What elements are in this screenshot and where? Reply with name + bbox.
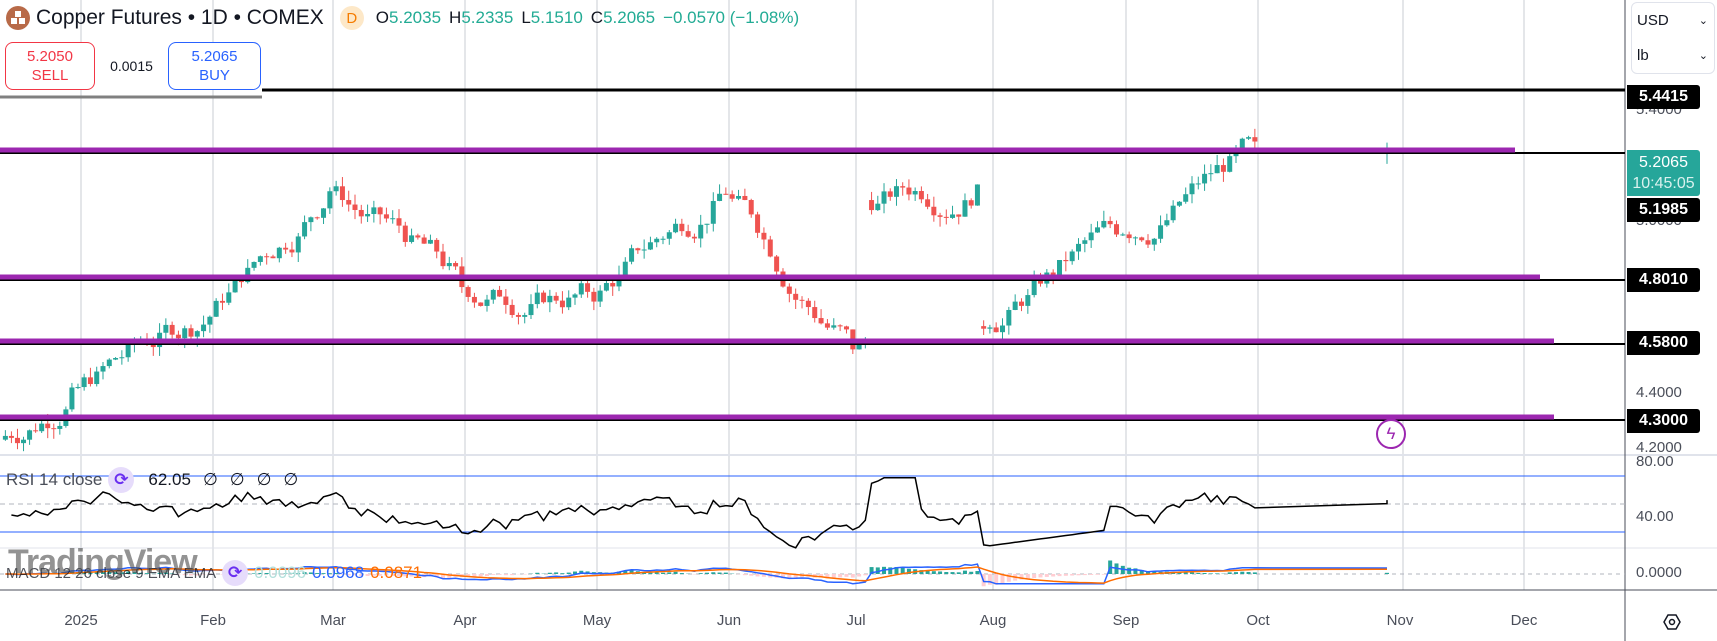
level-tag[interactable]: 4.5800 [1627,331,1700,355]
settings-hexagon-icon[interactable] [1663,613,1681,631]
sell-price: 5.2050 [27,48,73,65]
time-axis-label: Apr [453,612,477,629]
macd-axis-label: 0.0000 [1636,564,1682,581]
chevron-down-icon: ⌄ [1698,50,1708,62]
unit-selector: USD ⌄ lb ⌄ [1631,2,1715,74]
rsi-axis-label: 80.00 [1636,453,1674,470]
rsi-axis-label: 40.00 [1636,508,1674,525]
level-tag[interactable]: 5.1985 [1627,198,1700,222]
time-axis-label: Feb [200,612,226,629]
time-axis-label: 2025 [64,612,98,629]
low-value: 5.1510 [530,8,583,27]
refresh-cycle-icon[interactable]: ⟳ [222,560,249,586]
symbol-legend: Copper Futures • 1D • COMEX D O5.2035 H5… [6,6,799,30]
macd-legend: MACD 12 26 close 9 EMA EMA ⟳ 0.0096 0.09… [6,560,422,586]
time-axis-label: Aug [979,612,1007,629]
time-axis-label: Mar [320,612,346,629]
currency-dropdown[interactable]: USD ⌄ [1637,12,1708,29]
chevron-down-icon: ⌄ [1698,15,1708,27]
macd-label[interactable]: MACD 12 26 close 9 EMA EMA [6,564,217,582]
copper-logo-icon [6,6,30,30]
time-axis-label: May [582,612,612,629]
time-axis-label: Jul [846,612,866,629]
rsi-value: 62.05 [148,470,191,489]
interval-badge: D [339,6,364,30]
time-axis-label: Oct [1246,612,1270,629]
price-axis-label: 4.2000 [1636,439,1682,456]
close-value: 5.2065 [603,8,656,27]
macd-signal-value: 0.0871 [370,563,423,582]
high-value: 5.2335 [461,8,514,27]
macd-line-value: 0.0968 [312,563,365,582]
tradingview-watermark: TradingView [8,543,198,581]
time-axis-label: Nov [1386,612,1414,629]
symbol-title[interactable]: Copper Futures • 1D • COMEX [36,6,324,29]
level-tag[interactable]: 4.3000 [1627,409,1700,433]
level-tag[interactable]: 4.8010 [1627,268,1700,292]
time-axis-label: Jun [716,612,742,629]
open-value: 5.2035 [389,8,442,27]
current-price-tag: 5.2065 10:45:05 [1627,150,1700,196]
lightning-alert-icon[interactable]: ϟ [1376,419,1406,449]
price-axis-label: 4.4000 [1636,384,1682,401]
refresh-cycle-icon[interactable]: ⟳ [108,467,135,493]
trade-panel: 5.2050 SELL 0.0015 5.2065 BUY [5,42,261,90]
bar-countdown: 10:45:05 [1632,175,1695,192]
time-axis-label: Sep [1112,612,1140,629]
ohlc-values: O5.2035 H5.2335 L5.1510 C5.2065 −0.0570 … [375,8,800,27]
rsi-legend: RSI 14 close ⟳ 62.05 ∅ ∅ ∅ ∅ [6,467,298,493]
macd-histogram-value: 0.0096 [254,563,307,582]
unit-dropdown[interactable]: lb ⌄ [1637,47,1708,64]
current-price: 5.2065 [1639,154,1688,171]
rsi-label[interactable]: RSI 14 close [6,470,103,489]
time-axis-label: Dec [1510,612,1538,629]
buy-price: 5.2065 [191,48,238,65]
buy-label: BUY [199,67,230,84]
sell-button[interactable]: 5.2050 SELL [5,42,95,90]
buy-button[interactable]: 5.2065 BUY [168,42,261,90]
change-value: −0.0570 (−1.08%) [663,8,800,27]
sell-label: SELL [31,67,69,84]
level-tag[interactable]: 5.4415 [1627,85,1700,109]
spread-value: 0.0015 [110,58,153,74]
